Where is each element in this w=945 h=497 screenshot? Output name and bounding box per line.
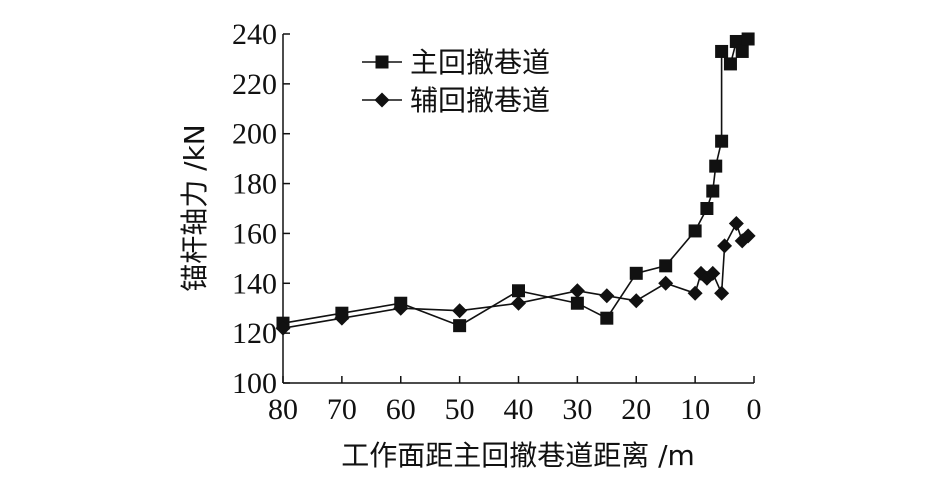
data-point-diamond: [452, 303, 468, 319]
x-tick-label: 80: [268, 393, 298, 426]
data-point-square: [453, 319, 467, 333]
data-point-square: [688, 224, 702, 238]
legend-item: 主回撤巷道: [362, 46, 550, 79]
data-point-diamond: [687, 285, 703, 301]
y-ticks: 100 120 140 160 180 200 220 240: [232, 18, 290, 400]
x-tick-label: 50: [445, 393, 475, 426]
data-point-square: [715, 44, 729, 58]
legend-item: 辅回撤巷道: [362, 84, 550, 117]
data-point-square: [741, 32, 755, 46]
data-point-diamond: [393, 300, 409, 316]
data-point-square: [629, 266, 643, 280]
x-tick-label: 40: [504, 393, 534, 426]
legend-label: 辅回撤巷道: [410, 84, 550, 117]
x-axis-title: 工作面距主回撤巷道距离 /m: [341, 439, 695, 472]
legend-square-marker: [375, 55, 389, 69]
data-point-diamond: [658, 275, 674, 291]
data-point-square: [570, 296, 584, 310]
plot-area: 80 70 60 50 40 30 20 10 0 1001201401601802002202…: [232, 18, 762, 426]
y-tick-label: 140: [232, 267, 277, 300]
data-point-square: [723, 57, 737, 71]
data-point-diamond: [569, 283, 585, 299]
y-tick-label: 220: [232, 68, 277, 101]
data-point-square: [700, 202, 714, 215]
x-tick-label: 60: [386, 393, 416, 426]
data-point-diamond: [728, 215, 744, 231]
legend-diamond-marker: [374, 92, 390, 108]
data-point-diamond: [511, 295, 526, 311]
series-line: [282, 221, 749, 329]
x-tick-label: 30: [562, 393, 592, 426]
data-point-square: [709, 159, 723, 173]
data-point-square: [706, 184, 720, 198]
data-point-diamond: [717, 238, 733, 254]
x-ticks: 80 70 60 50 40 30 20 10 0: [268, 376, 762, 426]
data-point-diamond: [714, 285, 730, 301]
data-point-diamond: [740, 228, 756, 244]
data-point-diamond: [705, 265, 721, 281]
data-point-square: [512, 284, 525, 298]
x-tick-label: 70: [327, 393, 357, 426]
data-point-diamond: [334, 310, 350, 326]
data-point-square: [735, 44, 749, 58]
y-tick-label: 240: [232, 18, 277, 51]
data-point-square: [600, 311, 614, 325]
series-line: [282, 38, 749, 327]
series-2: [275, 215, 756, 336]
data-point-square: [715, 134, 729, 148]
y-tick-label: 200: [232, 118, 277, 151]
data-point-diamond: [599, 288, 615, 304]
y-axis-title: 锚杆轴力 /kN: [178, 124, 211, 292]
x-tick-label: 20: [621, 393, 651, 426]
x-tick-label: 0: [747, 393, 762, 426]
data-point-diamond: [275, 320, 291, 336]
y-tick-label: 160: [232, 217, 277, 250]
legend-label: 主回撤巷道: [410, 46, 550, 79]
series-layer: [275, 32, 756, 336]
data-point-square: [729, 34, 743, 48]
y-tick-label: 100: [232, 367, 277, 400]
data-point-square: [659, 259, 673, 273]
data-point-diamond: [628, 293, 644, 309]
y-tick-label: 120: [232, 317, 277, 350]
x-tick-label: 10: [680, 393, 710, 426]
y-tick-label: 180: [232, 168, 277, 201]
